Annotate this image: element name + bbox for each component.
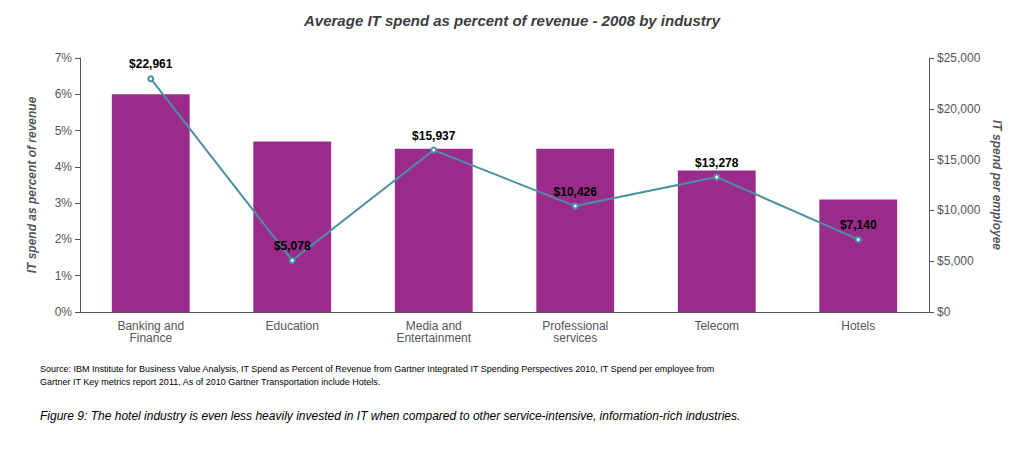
svg-text:IT spend per employee: IT spend per employee [990, 120, 1004, 250]
svg-text:4%: 4% [55, 160, 73, 174]
svg-text:$0: $0 [937, 305, 951, 319]
svg-text:$22,961: $22,961 [129, 57, 173, 71]
svg-text:$5,000: $5,000 [937, 254, 974, 268]
svg-text:Banking and: Banking and [117, 319, 185, 333]
svg-text:Figure 9: The hotel industry i: Figure 9: The hotel industry is even les… [40, 409, 740, 423]
svg-text:Source: IBM Institute for Busi: Source: IBM Institute for Business Value… [40, 364, 714, 374]
svg-text:Education: Education [266, 319, 319, 333]
svg-text:7%: 7% [55, 51, 73, 65]
svg-text:$5,078: $5,078 [274, 239, 311, 253]
svg-text:2%: 2% [55, 232, 73, 246]
svg-text:IT spend as percent of revenue: IT spend as percent of revenue [25, 96, 39, 273]
svg-text:Entertainment: Entertainment [396, 331, 471, 345]
svg-text:services: services [553, 331, 597, 345]
svg-text:$7,140: $7,140 [840, 218, 877, 232]
svg-text:0%: 0% [55, 305, 73, 319]
svg-text:$13,278: $13,278 [695, 156, 739, 170]
svg-text:Finance: Finance [129, 331, 172, 345]
svg-text:$25,000: $25,000 [937, 51, 981, 65]
svg-text:Gartner IT Key metrics report: Gartner IT Key metrics report 2011, As o… [40, 377, 380, 387]
svg-text:$15,000: $15,000 [937, 153, 981, 167]
svg-text:Media and: Media and [405, 319, 462, 333]
svg-text:1%: 1% [55, 269, 73, 283]
svg-text:Average IT spend as percent of: Average IT spend as percent of revenue -… [303, 12, 721, 29]
svg-text:5%: 5% [55, 124, 73, 138]
svg-text:6%: 6% [55, 87, 73, 101]
svg-text:$20,000: $20,000 [937, 102, 981, 116]
svg-text:$15,937: $15,937 [412, 129, 456, 143]
svg-text:$10,000: $10,000 [937, 203, 981, 217]
svg-text:$10,426: $10,426 [554, 185, 598, 199]
svg-text:3%: 3% [55, 196, 73, 210]
svg-text:Professional: Professional [542, 319, 609, 333]
svg-text:Hotels: Hotels [841, 319, 875, 333]
svg-text:Telecom: Telecom [694, 319, 739, 333]
